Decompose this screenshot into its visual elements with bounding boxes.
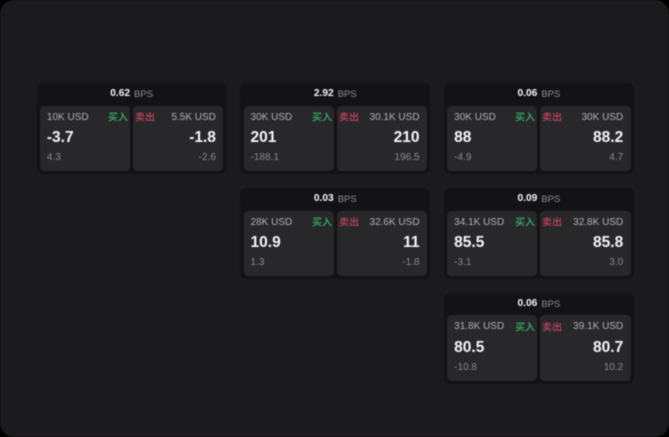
spread-value: 0.62 bbox=[110, 88, 131, 100]
sell-amount: 30K USD bbox=[581, 111, 624, 123]
sell-button[interactable] bbox=[135, 112, 155, 122]
sell-label-icon bbox=[542, 322, 562, 332]
quote-card: 0.03 BPS 28K USD 10.9 1.3 32.6K USD 11 -… bbox=[240, 188, 431, 279]
buy-amount: 31.8K USD bbox=[454, 321, 505, 333]
buy-label-icon bbox=[515, 217, 536, 227]
buy-label-icon bbox=[515, 112, 536, 122]
sell-label-icon bbox=[339, 112, 358, 122]
buy-price: 201 bbox=[250, 129, 277, 147]
quote-card: 0.06 BPS 31.8K USD 80.5 -10.8 39.1K USD … bbox=[443, 293, 635, 384]
sell-price: 210 bbox=[393, 129, 420, 147]
spread-unit-label: BPS bbox=[337, 89, 357, 101]
sell-amount: 30.1K USD bbox=[369, 111, 420, 123]
sell-delta: 4.7 bbox=[609, 152, 624, 164]
buy-button[interactable] bbox=[312, 217, 332, 227]
buy-label-icon bbox=[312, 217, 332, 227]
spread-header: 2.92 BPS bbox=[244, 83, 428, 105]
buy-button[interactable] bbox=[515, 112, 536, 122]
quote-card: 0.09 BPS 34.1K USD 85.5 -3.1 32.8K USD 8… bbox=[443, 188, 635, 279]
spread-header: 0.62 BPS bbox=[40, 83, 224, 105]
spread-unit-label: BPS bbox=[134, 89, 154, 101]
sell-button[interactable] bbox=[542, 217, 562, 227]
buy-delta: 1.3 bbox=[250, 257, 265, 269]
spread-value: 0.06 bbox=[517, 298, 538, 310]
sell-amount: 5.5K USD bbox=[171, 111, 216, 123]
buy-price: 88 bbox=[454, 129, 472, 147]
quote-card: 0.62 BPS 10K USD -3.7 4.3 5.5K USD -1.8 … bbox=[36, 83, 227, 174]
sell-price: 80.7 bbox=[593, 339, 624, 357]
sell-delta: -2.6 bbox=[198, 152, 216, 164]
sell-amount: 32.8K USD bbox=[573, 216, 624, 228]
sell-quote-panel[interactable]: 32.6K USD 11 -1.8 bbox=[336, 210, 428, 277]
buy-price: 80.5 bbox=[454, 339, 485, 357]
spread-value: 0.06 bbox=[517, 88, 538, 100]
buy-amount: 34.1K USD bbox=[454, 216, 505, 228]
sell-quote-panel[interactable]: 5.5K USD -1.8 -2.6 bbox=[133, 105, 224, 172]
sell-button[interactable] bbox=[339, 112, 359, 122]
sell-label-icon bbox=[542, 112, 562, 122]
sell-delta: -1.8 bbox=[402, 257, 420, 269]
buy-amount: 30K USD bbox=[454, 111, 496, 123]
buy-quote-panel[interactable]: 34.1K USD 85.5 -3.1 bbox=[447, 210, 538, 277]
sell-label-icon bbox=[542, 217, 562, 227]
sell-amount: 32.6K USD bbox=[369, 216, 420, 228]
buy-price: -3.7 bbox=[46, 129, 74, 147]
sell-quote-panel[interactable]: 32.8K USD 85.8 3.0 bbox=[540, 210, 631, 277]
sell-quote-panel[interactable]: 39.1K USD 80.7 10.2 bbox=[540, 315, 631, 382]
buy-quote-panel[interactable]: 30K USD 201 -188.1 bbox=[243, 105, 334, 172]
buy-button[interactable] bbox=[515, 322, 536, 332]
spread-unit-label: BPS bbox=[541, 299, 561, 311]
quote-cards-grid: 0.62 BPS 10K USD -3.7 4.3 5.5K USD -1.8 … bbox=[36, 83, 635, 384]
sell-button[interactable] bbox=[542, 112, 562, 122]
sell-price: -1.8 bbox=[189, 129, 216, 147]
sell-amount: 39.1K USD bbox=[573, 321, 624, 333]
spread-header: 0.06 BPS bbox=[447, 293, 631, 315]
quote-card: 0.06 BPS 30K USD 88 -4.9 30K USD 88.2 4.… bbox=[443, 83, 635, 174]
sell-label-icon bbox=[135, 112, 155, 122]
buy-button[interactable] bbox=[515, 217, 536, 227]
sell-price: 85.8 bbox=[593, 234, 624, 252]
buy-button[interactable] bbox=[312, 112, 332, 122]
quote-card: 2.92 BPS 30K USD 201 -188.1 30.1K USD 21… bbox=[240, 83, 431, 174]
buy-label-icon bbox=[108, 112, 128, 122]
spread-header: 0.03 BPS bbox=[244, 188, 428, 210]
buy-label-icon bbox=[515, 322, 536, 332]
buy-quote-panel[interactable]: 28K USD 10.9 1.3 bbox=[243, 210, 334, 277]
spread-header: 0.09 BPS bbox=[447, 188, 631, 210]
spread-header: 0.06 BPS bbox=[447, 83, 631, 105]
buy-delta: -10.8 bbox=[454, 362, 477, 374]
buy-delta: -3.1 bbox=[454, 257, 472, 269]
spread-value: 0.09 bbox=[517, 193, 538, 205]
sell-delta: 10.2 bbox=[603, 362, 624, 374]
buy-label-icon bbox=[312, 112, 332, 122]
sell-quote-panel[interactable]: 30.1K USD 210 196.5 bbox=[336, 105, 428, 172]
sell-delta: 3.0 bbox=[609, 257, 624, 269]
sell-price: 11 bbox=[403, 234, 420, 252]
sell-button[interactable] bbox=[339, 217, 359, 227]
buy-delta: 4.3 bbox=[46, 152, 61, 164]
sell-price: 88.2 bbox=[593, 129, 624, 147]
buy-button[interactable] bbox=[108, 112, 128, 122]
buy-price: 10.9 bbox=[250, 234, 281, 252]
sell-button[interactable] bbox=[542, 322, 562, 332]
sell-label-icon bbox=[339, 217, 358, 227]
sell-delta: 196.5 bbox=[394, 152, 420, 164]
buy-amount: 30K USD bbox=[250, 111, 293, 123]
buy-quote-panel[interactable]: 31.8K USD 80.5 -10.8 bbox=[447, 315, 538, 382]
spread-unit-label: BPS bbox=[541, 194, 561, 206]
spread-unit-label: BPS bbox=[541, 89, 561, 101]
spread-value: 0.03 bbox=[313, 193, 334, 205]
buy-delta: -4.9 bbox=[454, 152, 472, 164]
sell-quote-panel[interactable]: 30K USD 88.2 4.7 bbox=[540, 105, 631, 172]
buy-amount: 10K USD bbox=[46, 111, 89, 123]
buy-quote-panel[interactable]: 10K USD -3.7 4.3 bbox=[39, 105, 131, 172]
spread-unit-label: BPS bbox=[337, 194, 357, 206]
buy-quote-panel[interactable]: 30K USD 88 -4.9 bbox=[447, 105, 538, 172]
buy-price: 85.5 bbox=[454, 234, 485, 252]
spread-value: 2.92 bbox=[313, 88, 334, 100]
buy-amount: 28K USD bbox=[250, 216, 293, 228]
buy-delta: -188.1 bbox=[250, 152, 279, 164]
